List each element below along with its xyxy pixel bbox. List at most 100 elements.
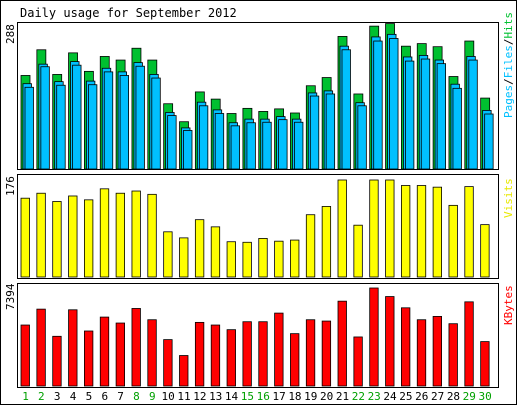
kbytes-legend: KBytes <box>502 285 515 325</box>
day-label: 26 <box>415 390 428 403</box>
kbytes-bar <box>52 335 62 387</box>
visits-bar <box>20 197 30 278</box>
kbytes-bar <box>480 341 490 387</box>
kbytes-bar <box>20 324 30 387</box>
pages-bar <box>294 121 304 170</box>
legend-separator-1: / <box>502 78 515 85</box>
day-label: 1 <box>22 390 29 403</box>
pages-bar <box>357 105 367 170</box>
day-label: 12 <box>193 390 206 403</box>
day-label: 25 <box>399 390 412 403</box>
day-label: 22 <box>352 390 365 403</box>
kbytes-bar <box>432 316 443 387</box>
pages-bar <box>484 113 494 170</box>
kbytes-panel-ymax-label: 7394 <box>4 283 17 310</box>
visits-bar <box>210 226 221 278</box>
pages-bar <box>325 93 336 170</box>
visits-bar <box>337 179 347 278</box>
legend-hits: Hits <box>502 12 515 39</box>
day-label: 5 <box>86 390 93 403</box>
day-label: 23 <box>368 390 381 403</box>
pages-bar <box>103 71 114 170</box>
hits-panel-bars <box>20 23 494 170</box>
visits-bar <box>464 186 474 278</box>
day-label: 11 <box>177 390 190 403</box>
kbytes-bar <box>321 320 332 387</box>
kbytes-bar <box>163 339 173 387</box>
kbytes-bar <box>464 301 474 387</box>
visits-bar <box>416 185 427 278</box>
kbytes-bar <box>242 321 252 387</box>
pages-bar <box>246 122 256 170</box>
kbytes-bar <box>385 296 395 387</box>
pages-bar <box>262 121 272 170</box>
day-label: 7 <box>117 390 124 403</box>
kbytes-bar <box>274 312 284 387</box>
day-label: 10 <box>162 390 175 403</box>
day-label: 16 <box>257 390 270 403</box>
kbytes-bar <box>290 333 300 387</box>
chart-title: Daily usage for September 2012 <box>20 6 237 20</box>
pages-bar <box>198 105 209 170</box>
pages-bar <box>468 59 478 170</box>
visits-bar <box>385 179 395 278</box>
kbytes-bar <box>68 309 78 387</box>
hits-panel-legend: Pages/Files/Hits <box>502 12 515 118</box>
visits-bar <box>353 224 363 278</box>
visits-panel-frame <box>17 174 499 279</box>
visits-bar <box>226 241 236 278</box>
pages-bar <box>373 40 383 170</box>
day-label: 24 <box>383 390 397 403</box>
pages-bar <box>88 84 98 170</box>
hits-panel-ymax-label: 288 <box>4 24 17 44</box>
pages-bar <box>436 63 447 170</box>
pages-bar <box>24 86 34 170</box>
day-label: 9 <box>149 390 156 403</box>
visits-panel-bars <box>20 179 490 278</box>
kbytes-bar <box>353 336 363 387</box>
kbytes-bar <box>305 319 316 387</box>
visits-bar <box>147 193 157 278</box>
pages-bar <box>230 125 240 170</box>
kbytes-bar <box>84 330 94 387</box>
day-label: 20 <box>320 390 333 403</box>
pages-bar <box>278 119 288 170</box>
visits-bar <box>84 199 94 278</box>
kbytes-bar <box>131 308 141 387</box>
visits-bar <box>480 224 490 278</box>
visits-bar <box>448 204 458 278</box>
legend-files: Files <box>502 45 515 78</box>
kbytes-bar <box>369 287 379 387</box>
visits-bar <box>194 219 205 278</box>
day-label: 18 <box>288 390 301 403</box>
visits-bar <box>321 206 332 278</box>
pages-bar <box>420 58 431 170</box>
visits-bar <box>258 238 268 278</box>
pages-bar <box>151 77 161 170</box>
day-label: 30 <box>479 390 492 403</box>
visits-bar <box>290 239 300 278</box>
day-label: 14 <box>225 390 239 403</box>
kbytes-bar <box>179 355 189 387</box>
pages-bar <box>119 75 129 170</box>
visits-bar <box>305 214 316 278</box>
legend-pages: Pages <box>502 85 515 118</box>
kbytes-bar <box>99 316 110 387</box>
visits-bar <box>131 190 141 278</box>
day-label: 6 <box>101 390 108 403</box>
visits-bar <box>36 192 46 278</box>
pages-bar <box>56 84 66 170</box>
kbytes-bar <box>400 307 411 387</box>
pages-bar <box>452 87 462 170</box>
kbytes-panel-frame <box>17 283 499 388</box>
visits-bar <box>400 185 411 278</box>
kbytes-bar <box>115 322 125 387</box>
pages-bar <box>183 130 193 170</box>
kbytes-bar <box>147 319 157 387</box>
day-label: 3 <box>54 390 61 403</box>
hits-panel-frame <box>17 22 499 170</box>
kbytes-bar <box>36 308 46 387</box>
day-label: 28 <box>447 390 460 403</box>
visits-bar <box>274 240 284 278</box>
